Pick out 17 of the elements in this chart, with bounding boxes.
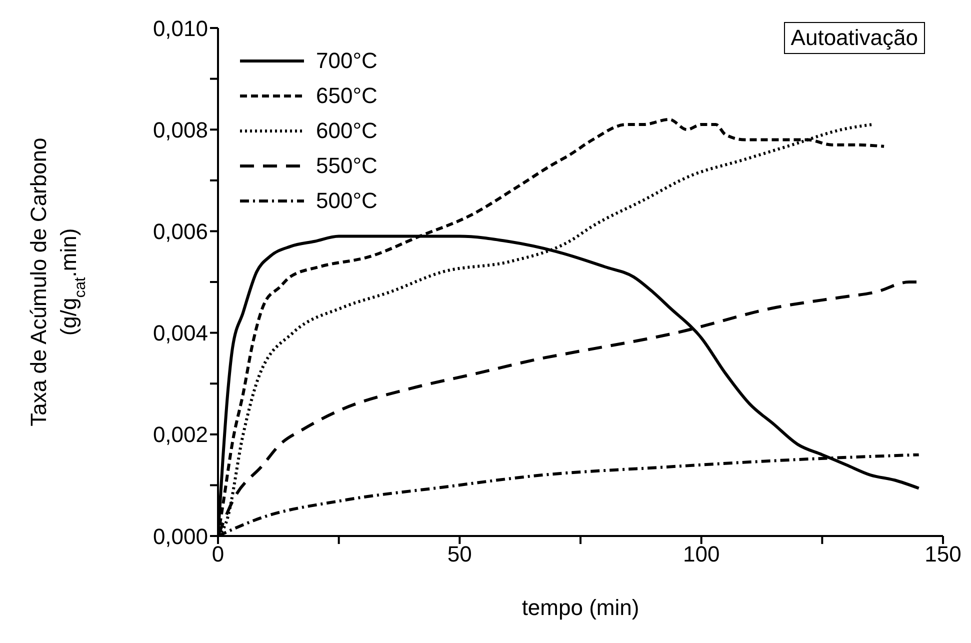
- y-tick-label: 0,002: [152, 422, 208, 448]
- y-tick-label: 0,008: [152, 117, 208, 142]
- legend-label: 550°C: [316, 152, 378, 178]
- y-tick-label: 0,010: [152, 16, 208, 41]
- x-tick-label: 150: [924, 542, 962, 567]
- x-tick-label: 100: [682, 542, 720, 567]
- legend-label: 600°C: [316, 118, 378, 144]
- y-tick-label: 0,000: [152, 524, 208, 549]
- legend-label: 700°C: [316, 48, 378, 74]
- legend-label: 500°C: [316, 188, 378, 214]
- y-tick-label: 0,006: [152, 219, 208, 244]
- x-tick-label: 50: [447, 542, 472, 567]
- x-axis-title: tempo (min): [522, 595, 640, 620]
- x-tick-label: 0: [212, 542, 224, 567]
- legend-label: 650°C: [316, 82, 378, 108]
- annotation: Autoativação: [784, 22, 925, 54]
- y-tick-label: 0,004: [152, 320, 208, 346]
